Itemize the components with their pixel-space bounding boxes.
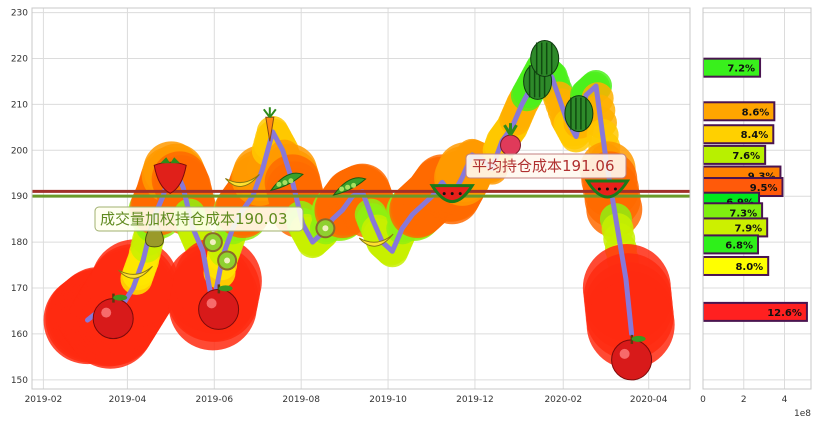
y-tick-label: 210 bbox=[11, 100, 28, 110]
volume-bar-label: 8.0% bbox=[735, 262, 763, 273]
banana-icon bbox=[118, 265, 153, 279]
carrot-icon bbox=[262, 107, 277, 142]
watermelon-icon bbox=[564, 95, 594, 133]
main-axis-ticks: 150 160 170 180 190 200 210 220 230 2019-02 2019-0… bbox=[11, 9, 668, 405]
main-frame bbox=[31, 7, 691, 390]
x-tick-label: 2020-02 bbox=[544, 395, 582, 405]
volume-bar bbox=[703, 255, 770, 276]
volume-bar-label: 9.5% bbox=[750, 183, 778, 194]
annotation-vwap-cost: 成交量加权持仓成本190.03 bbox=[100, 210, 288, 228]
y-tick-label: 200 bbox=[11, 146, 28, 156]
apple-icon bbox=[92, 293, 134, 340]
volume-bar bbox=[703, 301, 808, 322]
volume-bar-label: 7.2% bbox=[727, 64, 755, 75]
watermelon-icon bbox=[429, 184, 475, 204]
x-tick-label: 2019-04 bbox=[109, 395, 147, 405]
x-tick-label: 2019-10 bbox=[369, 395, 407, 405]
volume-bar-label: 8.6% bbox=[742, 107, 770, 118]
volume-bar-label: 6.8% bbox=[725, 240, 753, 251]
banana-icon bbox=[225, 174, 260, 187]
x-tick-label: 2019-12 bbox=[456, 395, 494, 405]
x-tick-label: 2020-04 bbox=[630, 395, 668, 405]
y-tick-label: 230 bbox=[11, 9, 28, 19]
volume-bars: 7.2%8.6%8.4%7.6%9.3%9.5%6.9%7.3%7.9%6.8%… bbox=[703, 57, 808, 322]
volume-bar bbox=[703, 57, 762, 78]
side-x-tick-label: 0 bbox=[700, 395, 706, 405]
x-tick-label: 2019-06 bbox=[195, 395, 233, 405]
y-tick-label: 190 bbox=[11, 192, 28, 202]
annotations: 平均持仓成本191.06 成交量加权持仓成本190.03 bbox=[94, 153, 627, 232]
kiwi-icon bbox=[217, 250, 238, 271]
y-tick-label: 180 bbox=[11, 238, 28, 248]
radish-icon bbox=[500, 123, 521, 156]
y-tick-label: 150 bbox=[11, 376, 28, 386]
watermelon-icon bbox=[584, 179, 631, 199]
apple-icon bbox=[198, 284, 240, 330]
side-frame bbox=[702, 7, 812, 390]
volume-bar bbox=[703, 124, 775, 145]
kiwi-icon bbox=[315, 218, 336, 239]
watermelon-icon bbox=[530, 40, 560, 77]
strawberry-icon bbox=[153, 157, 187, 194]
y-tick-label: 160 bbox=[11, 330, 28, 340]
volume-bar-label: 7.9% bbox=[734, 223, 762, 234]
volume-bar bbox=[703, 144, 767, 165]
annotation-box-avg-cost bbox=[465, 153, 627, 179]
reference-lines bbox=[32, 189, 690, 198]
apple-icon bbox=[611, 334, 653, 381]
volume-bar bbox=[703, 234, 760, 255]
y-tick-label: 170 bbox=[11, 284, 28, 294]
volume-bar-label: 7.6% bbox=[732, 151, 760, 162]
kiwi-icon bbox=[202, 232, 223, 253]
volume-bar bbox=[703, 101, 776, 122]
x-tick-label: 2019-08 bbox=[282, 395, 320, 405]
x-tick-label: 2019-02 bbox=[25, 395, 63, 405]
annotation-avg-cost: 平均持仓成本191.06 bbox=[472, 157, 615, 175]
side-axis-ticks: 0 2 4 bbox=[700, 395, 788, 405]
fruit-markers bbox=[92, 40, 653, 381]
volume-bar-label: 8.4% bbox=[741, 130, 769, 141]
volume-bar-label: 12.6% bbox=[767, 308, 802, 319]
side-x-offset-label: 1e8 bbox=[794, 409, 811, 419]
side-x-tick-label: 2 bbox=[741, 395, 747, 405]
annotation-box-vwap-cost bbox=[94, 206, 304, 232]
side-x-tick-label: 4 bbox=[782, 395, 788, 405]
y-tick-label: 220 bbox=[11, 54, 28, 64]
peapod-icon bbox=[332, 177, 367, 196]
banana-icon bbox=[358, 233, 394, 247]
peapod-icon bbox=[269, 172, 304, 192]
volume-bar-label: 7.3% bbox=[729, 208, 757, 219]
